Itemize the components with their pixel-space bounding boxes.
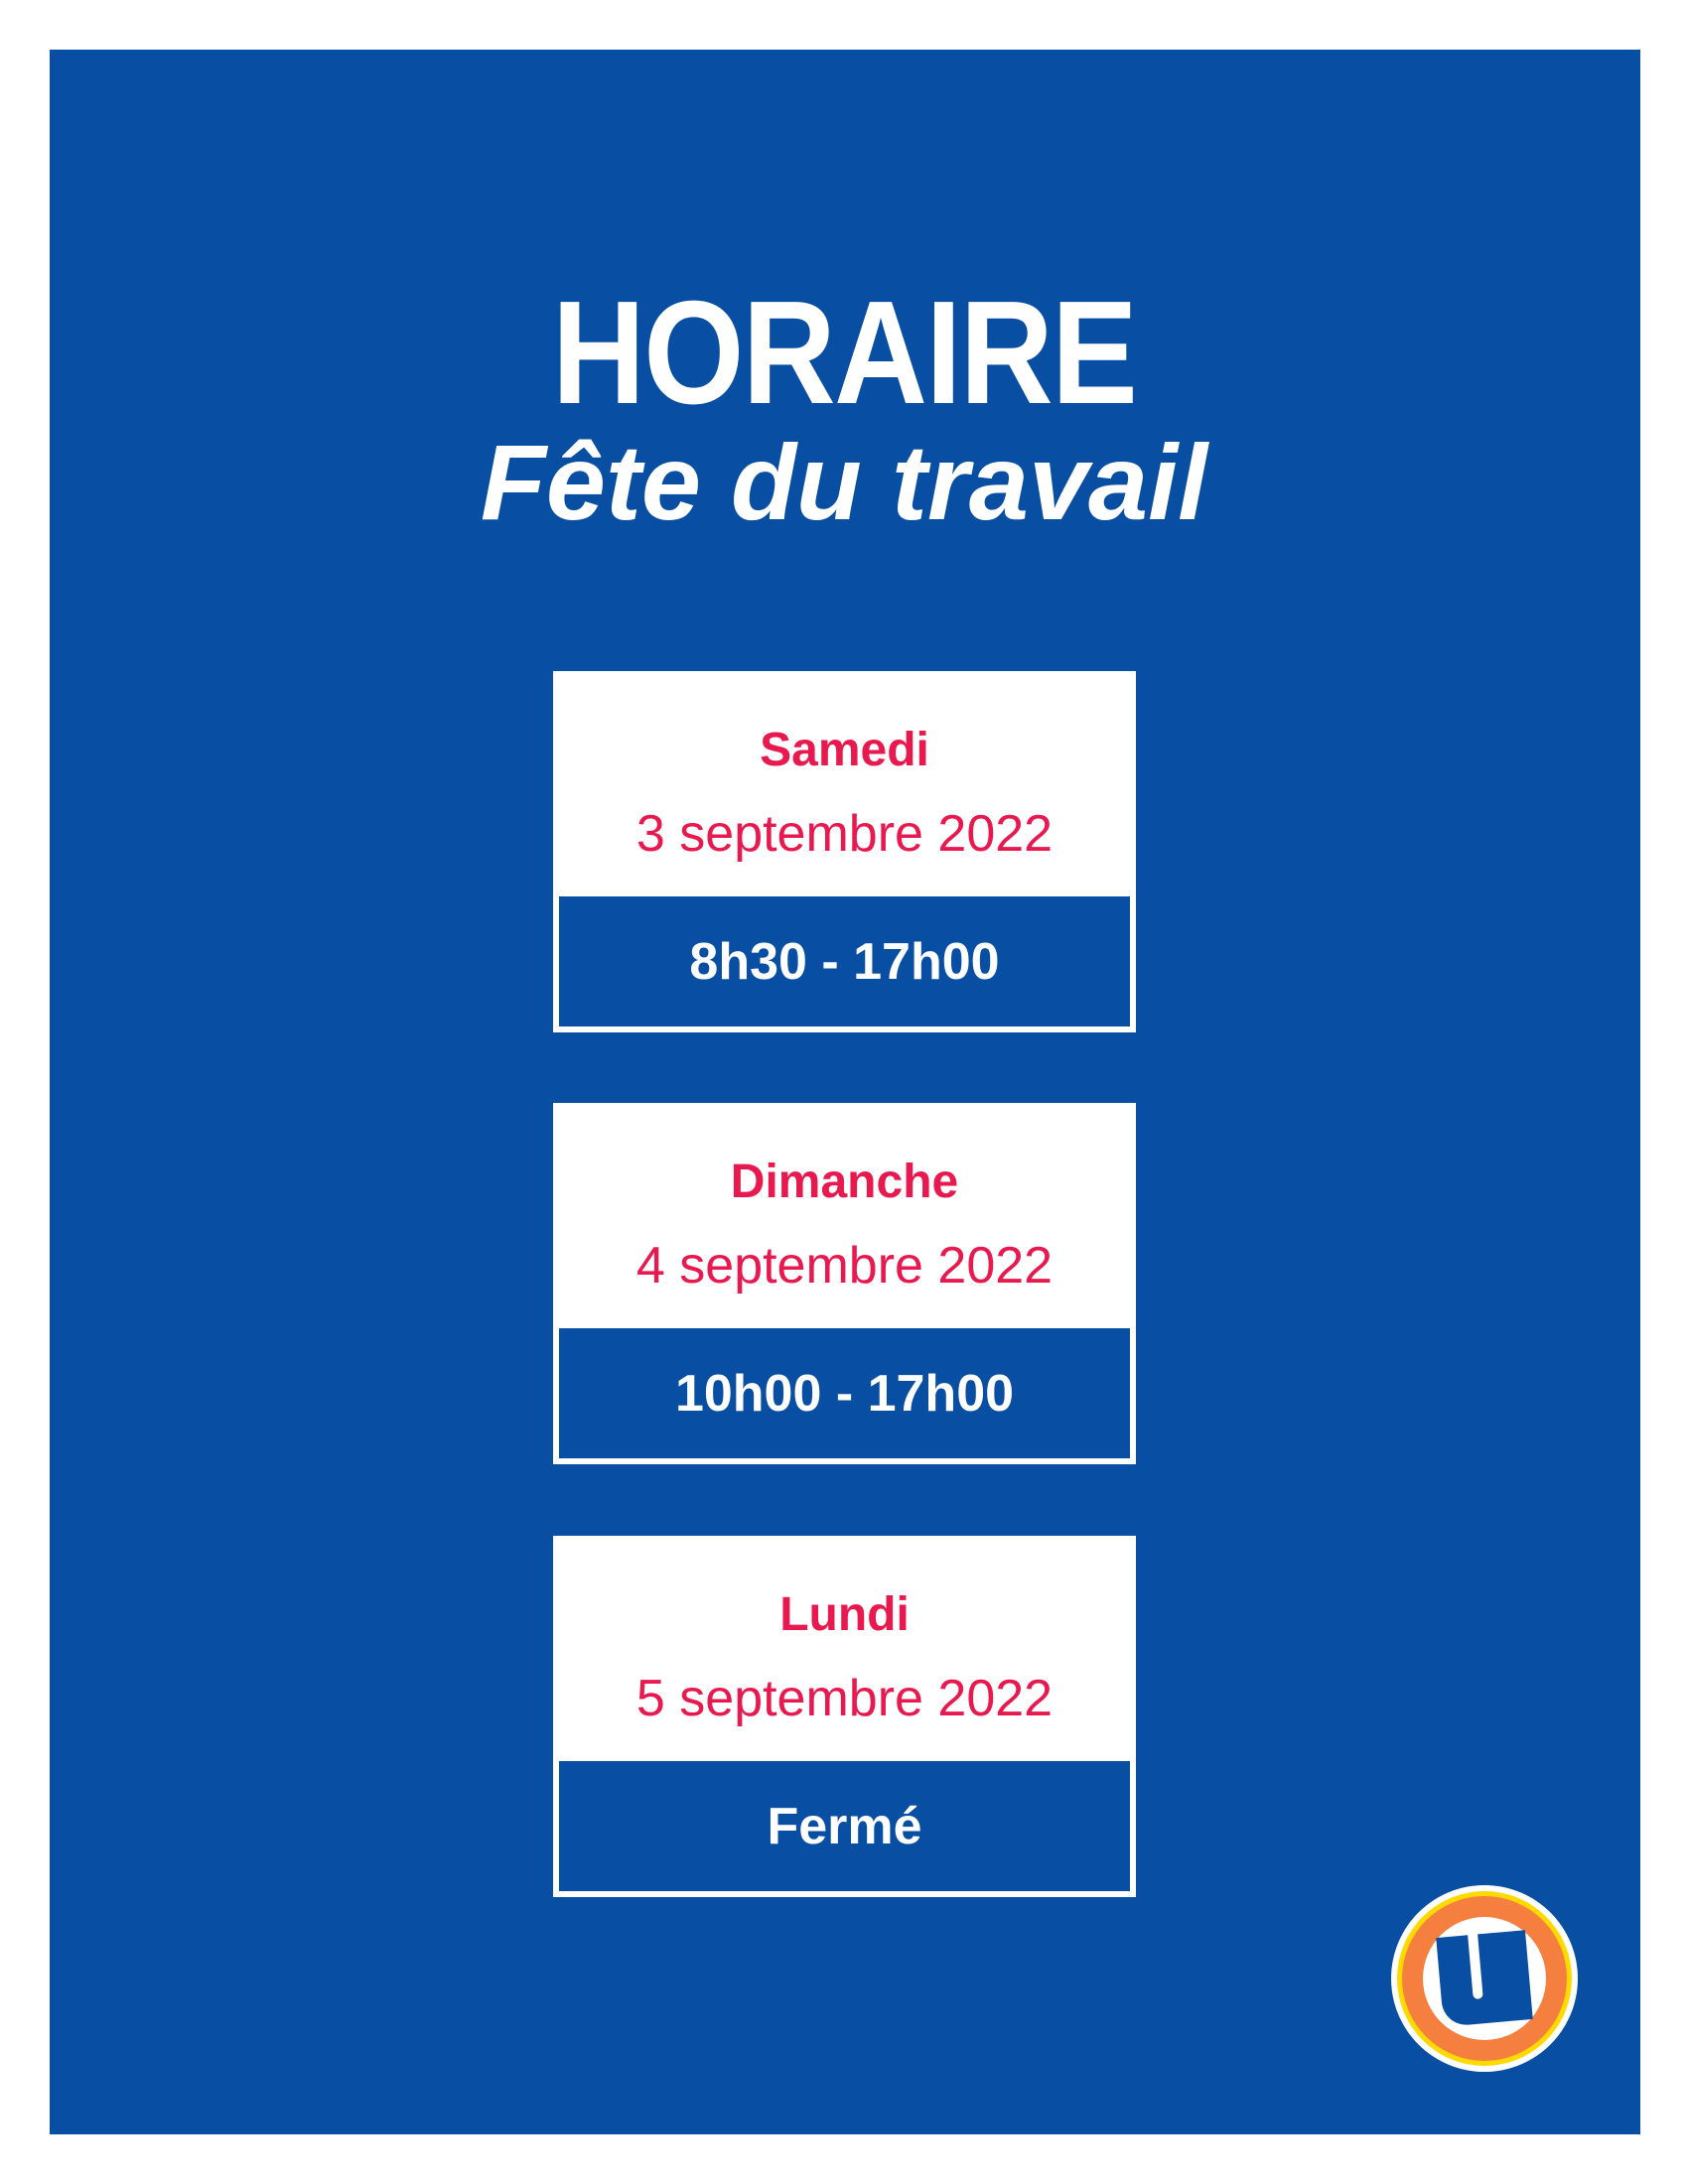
- hours-label: 8h30 - 17h00: [559, 896, 1130, 1026]
- date-label: 3 septembre 2022: [635, 805, 1054, 863]
- hours-label: 10h00 - 17h00: [559, 1328, 1130, 1458]
- page-title: HORAIRE: [551, 271, 1138, 435]
- u-logo-icon: [1391, 1885, 1578, 2072]
- day-label: Samedi: [760, 724, 929, 776]
- schedule-card-sunday: Dimanche 4 septembre 2022 10h00 - 17h00: [553, 1103, 1136, 1464]
- hours-label: Fermé: [559, 1761, 1130, 1891]
- date-label: 5 septembre 2022: [635, 1670, 1054, 1727]
- page-subtitle: Fête du travail: [480, 422, 1208, 542]
- schedule-card-saturday: Samedi 3 septembre 2022 8h30 - 17h00: [553, 671, 1136, 1032]
- date-label: 4 septembre 2022: [635, 1237, 1054, 1295]
- schedule-card-monday: Lundi 5 septembre 2022 Fermé: [553, 1536, 1136, 1897]
- day-label: Dimanche: [730, 1156, 959, 1208]
- day-label: Lundi: [779, 1588, 910, 1641]
